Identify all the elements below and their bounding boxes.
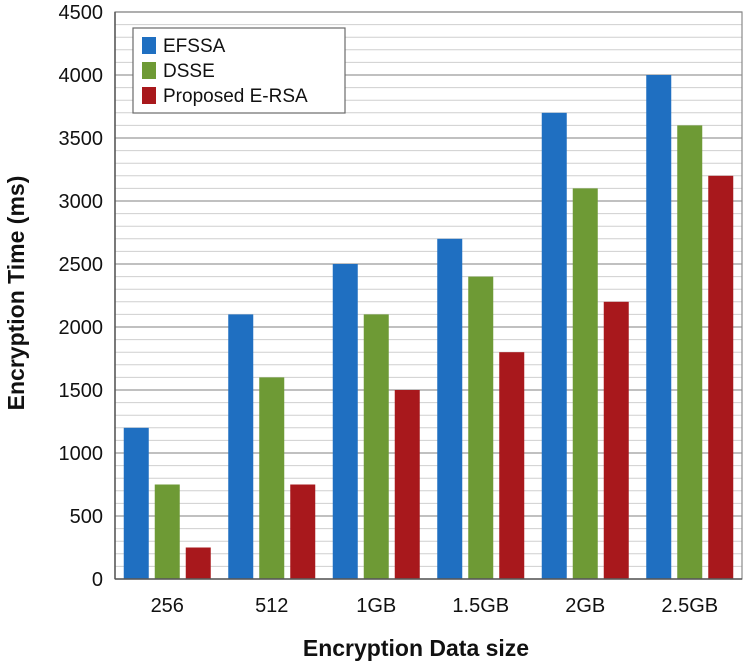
y-tick-label: 3500 [59, 128, 104, 150]
x-axis-title: Encryption Data size [303, 635, 529, 661]
bar-efssa-1gb [332, 264, 358, 579]
x-tick-label: 2.5GB [661, 595, 718, 617]
x-tick-label: 512 [255, 595, 288, 617]
legend-label: Proposed E-RSA [163, 86, 308, 107]
legend-box [132, 27, 346, 114]
legend-swatch [142, 37, 156, 54]
x-tick-label: 2GB [565, 595, 605, 617]
y-tick-label: 2500 [59, 254, 104, 276]
y-axis-title: Encryption Time (ms) [3, 176, 29, 411]
bar-efssa-256 [123, 427, 149, 579]
x-tick-label: 1GB [356, 595, 396, 617]
y-tick-label: 1500 [59, 380, 104, 402]
y-tick-label: 1000 [59, 443, 104, 465]
y-tick-labels: 0 500 1000 1500 2000 2500 3000 3500 4000 4500 [59, 2, 104, 591]
legend-swatch [142, 62, 156, 79]
x-tick-label: 256 [151, 595, 184, 617]
bar-dsse-256 [154, 484, 180, 579]
legend-label: DSSE [163, 61, 215, 82]
legend-label: EFSSA [163, 36, 226, 57]
y-tick-label: 4500 [59, 2, 104, 24]
axes [114, 11, 743, 580]
y-tick-label: 500 [70, 506, 103, 528]
bar-efssa-2-5gb [646, 75, 672, 579]
bar-dsse-1gb [363, 314, 389, 579]
bar-dsse-1-5gb [468, 276, 494, 579]
grid-lines [115, 11, 742, 567]
bar-efssa-512 [228, 314, 254, 579]
bar-dsse-512 [259, 377, 285, 579]
bar-dsse-2-5gb [677, 125, 703, 580]
x-tick-label: 1.5GB [452, 595, 509, 617]
y-tick-label: 0 [92, 569, 103, 591]
y-tick-label: 3000 [59, 191, 104, 213]
legend: EFSSA DSSE Proposed E-RSA [132, 27, 346, 114]
legend-swatch [142, 87, 156, 104]
x-tick-labels: 256 512 1GB 1.5GB 2GB 2.5GB [151, 595, 719, 617]
y-tick-label: 4000 [59, 65, 104, 87]
bar-efssa-2gb [541, 112, 567, 580]
bar-proposed-e-rsa-2gb [603, 301, 629, 579]
bar-dsse-2gb [572, 188, 598, 579]
bar-proposed-e-rsa-1gb [394, 390, 420, 579]
bar-proposed-e-rsa-1-5gb [499, 352, 525, 579]
bar-proposed-e-rsa-512 [290, 484, 316, 579]
bar-proposed-e-rsa-256 [185, 547, 211, 579]
bar-proposed-e-rsa-2-5gb [708, 175, 734, 580]
bars [123, 75, 734, 580]
bar-efssa-1-5gb [437, 238, 463, 580]
y-tick-label: 2000 [59, 317, 104, 339]
